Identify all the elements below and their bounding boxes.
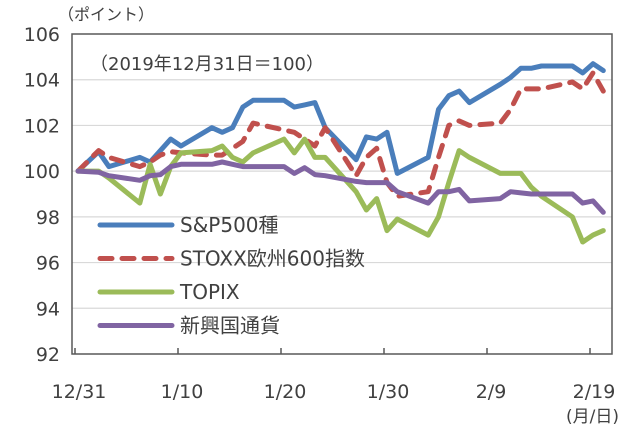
series-lines <box>75 61 606 245</box>
y-tick-label: 100 <box>24 161 60 183</box>
y-unit-label: （ポイント） <box>58 5 154 24</box>
y-tick-label: 94 <box>36 298 60 320</box>
x-tick-label: 12/31 <box>52 381 107 403</box>
y-axis-labels: 106 104 102 100 98 96 94 92 <box>24 24 60 366</box>
legend: S&P500種 STOXX欧州600指数 TOPIX 新興国通貨 <box>97 213 365 338</box>
plot-frame <box>71 33 613 355</box>
y-tick-label: 102 <box>24 115 60 137</box>
x-tick-label: 1/10 <box>161 381 204 403</box>
y-tick-label: 96 <box>36 253 60 275</box>
y-tick-label: 98 <box>36 207 60 229</box>
y-tick-label: 106 <box>24 24 60 46</box>
legend-label: 新興国通貨 <box>180 314 280 338</box>
x-axis-labels: 12/31 1/10 1/20 1/30 2/9 2/19 <box>52 348 616 403</box>
x-tick-label: 2/9 <box>476 381 507 403</box>
x-tick-label: 1/30 <box>367 381 410 403</box>
x-unit-label: (月/日) <box>566 407 619 427</box>
base-date-note: （2019年12月31日＝100） <box>90 54 324 75</box>
y-tick-label: 104 <box>24 70 60 92</box>
y-tick-label: 92 <box>36 344 60 366</box>
legend-label: STOXX欧州600指数 <box>180 247 365 271</box>
x-tick-label: 1/20 <box>264 381 307 403</box>
x-tick-label: 2/19 <box>573 381 616 403</box>
legend-label: S&P500種 <box>180 213 279 237</box>
legend-label: TOPIX <box>179 280 240 304</box>
